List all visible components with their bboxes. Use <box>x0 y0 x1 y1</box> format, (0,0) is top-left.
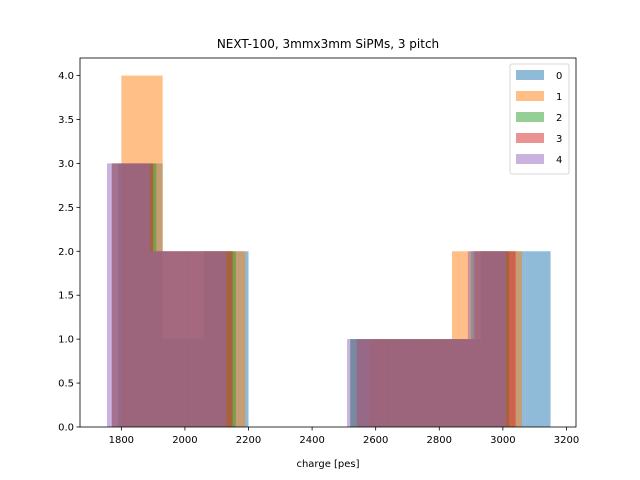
hist-bar-series-4-bin-1 <box>149 251 189 427</box>
x-tick-label: 2800 <box>427 435 452 446</box>
legend-label-1: 1 <box>556 92 562 103</box>
y-tick-label: 3.0 <box>58 159 74 170</box>
hist-bar-series-4-bin-2 <box>188 251 227 427</box>
y-tick-label: 4.0 <box>58 71 74 82</box>
legend-swatch-1 <box>516 91 544 101</box>
hist-bar-series-4-bin-0 <box>107 163 150 427</box>
x-axis-label: charge [pes] <box>296 459 359 470</box>
legend-label-4: 4 <box>556 155 562 166</box>
y-tick-label: 0.5 <box>58 379 74 390</box>
legend-label-3: 3 <box>556 134 562 145</box>
x-tick-label: 2200 <box>236 435 261 446</box>
legend-label-2: 2 <box>556 113 562 124</box>
legend-swatch-2 <box>516 112 544 122</box>
legend-swatch-3 <box>516 133 544 143</box>
y-tick-label: 0.0 <box>58 423 74 434</box>
legend-swatch-0 <box>516 70 544 80</box>
x-tick-label: 2600 <box>363 435 388 446</box>
y-axis-ticks: 0.0 0.5 1.0 1.5 2.0 2.5 3.0 3.5 4.0 <box>58 71 80 434</box>
plot-frame <box>79 57 577 428</box>
hist-bar-series-0-bin-7 <box>525 251 551 427</box>
bars-layer <box>107 75 551 428</box>
x-axis-ticks: 1800 2000 2200 2400 2600 2800 3000 3200 <box>109 427 579 446</box>
x-tick-label: 2400 <box>299 435 324 446</box>
legend: 0 1 2 3 4 <box>509 63 570 175</box>
hist-bar-series-4-bin-6 <box>467 251 507 427</box>
x-tick-label: 2000 <box>172 435 197 446</box>
hist-bar-series-4-bin-5 <box>426 339 468 427</box>
y-tick-label: 2.5 <box>58 203 74 214</box>
y-tick-label: 2.0 <box>58 247 74 258</box>
y-tick-label: 3.5 <box>58 115 74 126</box>
legend-swatch-4 <box>516 154 544 164</box>
hist-bar-series-4-bin-4 <box>388 339 427 427</box>
x-tick-label: 1800 <box>109 435 134 446</box>
x-tick-label: 3200 <box>554 435 579 446</box>
x-tick-label: 3000 <box>490 435 515 446</box>
legend-label-0: 0 <box>556 71 562 82</box>
hist-bar-series-4-bin-3 <box>347 339 389 427</box>
y-tick-label: 1.0 <box>58 335 74 346</box>
y-tick-label: 1.5 <box>58 291 74 302</box>
chart-title: NEXT-100, 3mmx3mm SiPMs, 3 pitch <box>217 37 439 51</box>
